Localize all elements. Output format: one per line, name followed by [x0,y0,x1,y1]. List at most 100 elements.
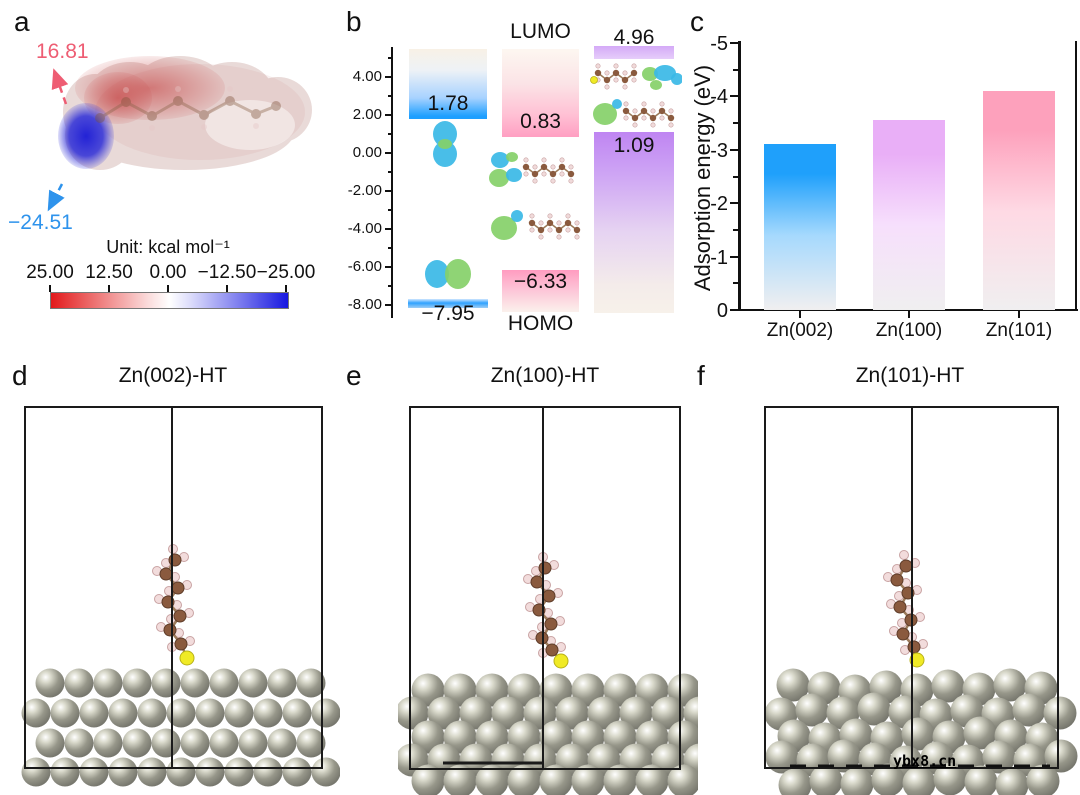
c-category-label: Zn(101) [985,320,1053,341]
lumo-label: LUMO [510,20,571,43]
mini-h-atom [604,70,610,76]
b-ytick-label: -4.00 [347,220,382,237]
orbital-lobe [654,65,676,81]
c-atom [171,581,185,595]
colorbar-tick [285,285,287,292]
zn-atom [137,698,167,728]
c-axis-minor-tick [733,122,738,125]
bar-Zn(002) [764,144,836,310]
zn-atom [64,728,94,758]
orbital-lobe [425,260,449,288]
zn-atom [238,728,268,758]
b-axis-minor-tick [388,95,392,97]
mini-h-atom [565,227,571,233]
c-axis-major-tick [730,202,738,205]
zn-atom [21,757,51,787]
zn-atom [108,698,138,728]
b-axis-major-tick [385,266,392,268]
zn-atom [224,698,254,728]
b-level-value: −6.33 [513,270,568,294]
b-band-purple-lower [594,132,674,313]
mini-c-atom [555,226,563,234]
zn-atom [50,698,80,728]
orbital-lobe [671,73,682,85]
mini-h-atom [622,84,628,90]
zn-atom [491,696,525,730]
mini-c-atom [603,76,611,84]
c-atom [544,617,558,631]
c-ytick-label: 0 [716,300,728,322]
b-level-value: 1.78 [427,92,469,116]
c-axis-major-tick [730,148,738,151]
zn-atom [398,696,429,730]
zn-atom [224,757,254,787]
zn-atom [195,698,225,728]
zn-atom [296,728,326,758]
mini-h-atom [668,108,674,114]
mini-h-atom [604,84,610,90]
b-axis-major-tick [385,114,392,116]
orbital-lobe [491,216,517,240]
zn-atom [443,764,477,795]
mini-h-atom [632,122,638,128]
s-atom [553,653,569,669]
zn-atom [539,673,573,707]
zn-atom [166,698,196,728]
b-band-blue-strip [408,299,488,309]
zn002-structure [21,406,340,787]
zn-atom [151,668,181,698]
mini-c-atom [630,69,638,77]
zn-atom [795,693,829,727]
c-atom [530,575,544,589]
mini-h-atom [532,178,538,184]
c-atom [890,573,904,587]
zn-atom [282,698,312,728]
b-level-value: 0.83 [520,110,561,134]
zn-atom [459,696,493,730]
c-atom [899,559,913,573]
b-ytick-label: 0.00 [352,144,382,161]
zn-atom [827,739,861,773]
zn-atom [964,765,998,795]
zn-atom [35,668,65,698]
b-axis-minor-tick [388,247,392,249]
zn-atom [507,673,541,707]
b-ytick-label: 2.00 [352,106,382,123]
mini-h-atom [529,213,535,219]
c-axis-minor-tick [733,68,738,71]
zn-atom [871,763,905,795]
c-axis-minor-tick [733,228,738,231]
zn-atom [411,764,445,795]
c-axis-x-tick [799,311,801,318]
c-ytick-label: -4 [710,86,728,109]
zn-atom [963,716,997,750]
c-axis-major-tick [730,42,738,44]
esp-ghost-molecule [95,86,281,131]
c-atom [173,609,187,623]
colorbar-tick-label: −12.50 [197,262,257,283]
esp-positive-arrow [51,68,69,105]
zn-atom [195,757,225,787]
zn-atom [209,668,239,698]
b-axis-minor-tick [388,209,392,211]
panel-c-label: c [690,6,704,37]
b-level-value: 1.09 [613,134,655,158]
c-left-spine [738,41,741,311]
b-band-pink-upper [502,49,579,138]
zn-atom [93,668,123,698]
zn-atom [79,698,109,728]
mini-c-atom [658,107,666,115]
zn-atom [995,768,1029,795]
panel-e-label: e [346,360,362,391]
mini-h-atom [523,171,529,177]
b-orbital-art [425,259,471,289]
mini-h-atom [613,77,619,83]
c-axis-minor-tick [733,282,738,285]
b-axis-major-tick [385,304,392,306]
homo-label: HOMO [507,312,574,335]
mini-h-atom [547,227,553,233]
c-atom [159,567,173,581]
b-ytick-label: -8.00 [347,296,382,313]
zn-atom [475,673,509,707]
zn-atom [253,757,283,787]
